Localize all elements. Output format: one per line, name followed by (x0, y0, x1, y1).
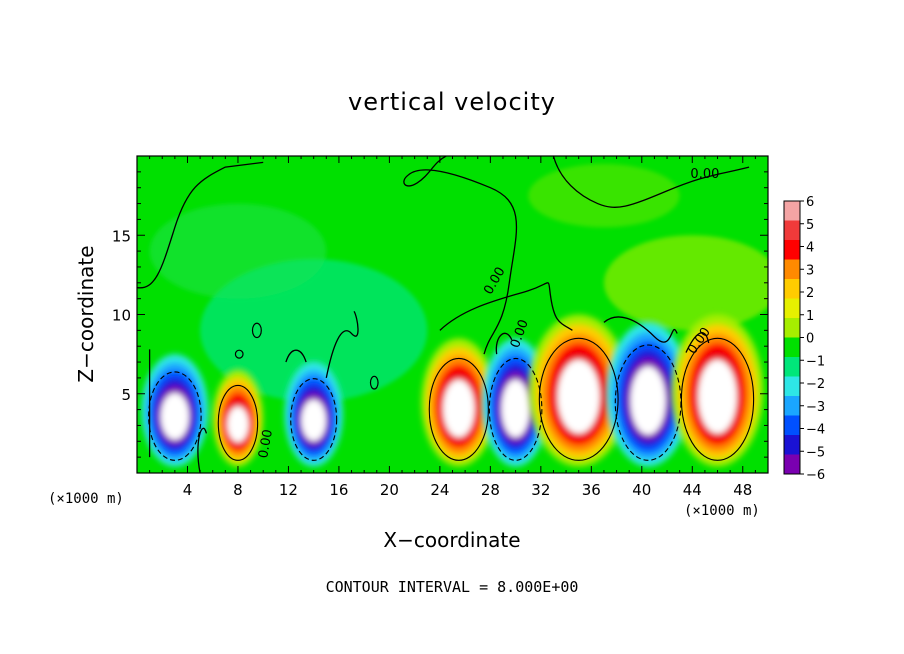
colorbar-swatch (784, 298, 800, 319)
x-tick-label: 44 (683, 481, 702, 499)
zero-contour (407, 169, 518, 355)
cell-band (501, 379, 530, 438)
contour-interval-note: CONTOUR INTERVAL = 8.000E+00 (325, 578, 579, 596)
y-axis-label: Z−coordinate (74, 245, 98, 383)
cell-contour (538, 337, 619, 461)
contour-label: 0.00 (690, 167, 719, 182)
upper-updraft-haze (603, 235, 768, 331)
cell-contour (217, 384, 259, 461)
colorbar-tick-label: 1 (806, 309, 814, 324)
cell-contour (148, 371, 202, 461)
zero-contour (603, 316, 678, 343)
cell-contour (290, 378, 338, 461)
zero-contour (495, 332, 513, 355)
updraft-cell (421, 338, 497, 467)
colorbar-tick-label: 6 (806, 195, 814, 210)
zero-contour (685, 332, 710, 353)
downdraft-cell (284, 362, 343, 467)
x-tick-label: 36 (582, 481, 601, 499)
zero-contour (137, 161, 264, 289)
y-tick-label: 5 (121, 386, 131, 404)
zero-contour (552, 156, 750, 208)
updraft-cell (212, 369, 264, 467)
velocity-field (137, 156, 768, 473)
x-tick-label: 24 (430, 481, 449, 499)
colorbar-swatch (784, 376, 800, 397)
colorbar-tick-label: −2 (806, 377, 825, 392)
downdraft-cell (606, 322, 690, 467)
colorbar-swatch (784, 220, 800, 241)
zero-contour (285, 349, 307, 363)
cell-band (698, 359, 737, 434)
zero-contour (234, 349, 244, 359)
colorbar-tick-label: 3 (806, 263, 814, 278)
colorbar-swatch (784, 357, 800, 377)
colorbar-swatch (784, 415, 800, 436)
colorbar-swatch (784, 259, 800, 280)
colorbar-swatch (784, 454, 800, 475)
x-tick-label: 28 (481, 481, 500, 499)
zero-contour (251, 322, 262, 339)
cell-band (227, 406, 249, 443)
x-tick-label: 20 (380, 481, 399, 499)
colorbar-tick-label: −6 (806, 468, 825, 483)
colorbar-swatch (784, 240, 800, 260)
zero-contour (369, 375, 379, 390)
zero-contour (325, 310, 359, 379)
x-axis-label: X−coordinate (383, 528, 521, 552)
zero-contour (439, 282, 573, 331)
x-unit-label-right: (×1000 m) (684, 503, 760, 519)
colorbar-swatch (784, 201, 800, 221)
zero-contour (403, 156, 447, 187)
colorbar-swatch (784, 318, 800, 338)
y-tick-label: 15 (112, 227, 131, 245)
x-tick-label: 12 (279, 481, 298, 499)
cell-contour (428, 357, 489, 461)
colorbar-tick-label: 0 (806, 332, 814, 347)
cell-contour (614, 344, 682, 461)
colorbar-swatch (784, 337, 800, 358)
x-unit-label-left: (×1000 m) (48, 491, 124, 507)
colorbar-swatch (784, 396, 800, 416)
upper-haze (149, 203, 327, 299)
colorbar-tick-label: −5 (806, 445, 825, 460)
x-tick-label: 40 (632, 481, 651, 499)
cell-band (630, 366, 666, 435)
cell-band (301, 399, 326, 441)
cell-band (443, 379, 475, 438)
chart-title: vertical velocity (348, 88, 556, 116)
colorbar-tick-label: 2 (806, 286, 814, 301)
colorbar-tick-label: −3 (806, 400, 825, 415)
cell-band (160, 393, 189, 440)
colorbar-tick-label: −4 (806, 423, 825, 438)
colorbar-tick-label: −1 (806, 354, 825, 369)
zero-contour (197, 427, 208, 473)
y-tick-label: 10 (112, 307, 131, 325)
x-tick-label: 8 (233, 481, 243, 499)
cell-contour (680, 337, 755, 461)
x-tick-label: 32 (531, 481, 550, 499)
colorbar-swatch (784, 279, 800, 299)
colorbar-tick-label: 4 (806, 241, 814, 256)
x-tick-label: 48 (733, 481, 752, 499)
colorbar-swatch (784, 435, 800, 455)
cell-band (557, 359, 600, 434)
colorbar: 6 5 4 3 2 1 0 −1 −2 −3 −4 −5 −6 (783, 195, 825, 483)
updraft-cell (671, 314, 764, 467)
x-tick-label: 16 (329, 481, 348, 499)
contour-label: 0.00 (256, 428, 276, 459)
x-tick-label: 4 (183, 481, 193, 499)
cell-contour (488, 357, 543, 461)
colorbar-tick-label: 5 (806, 218, 814, 233)
